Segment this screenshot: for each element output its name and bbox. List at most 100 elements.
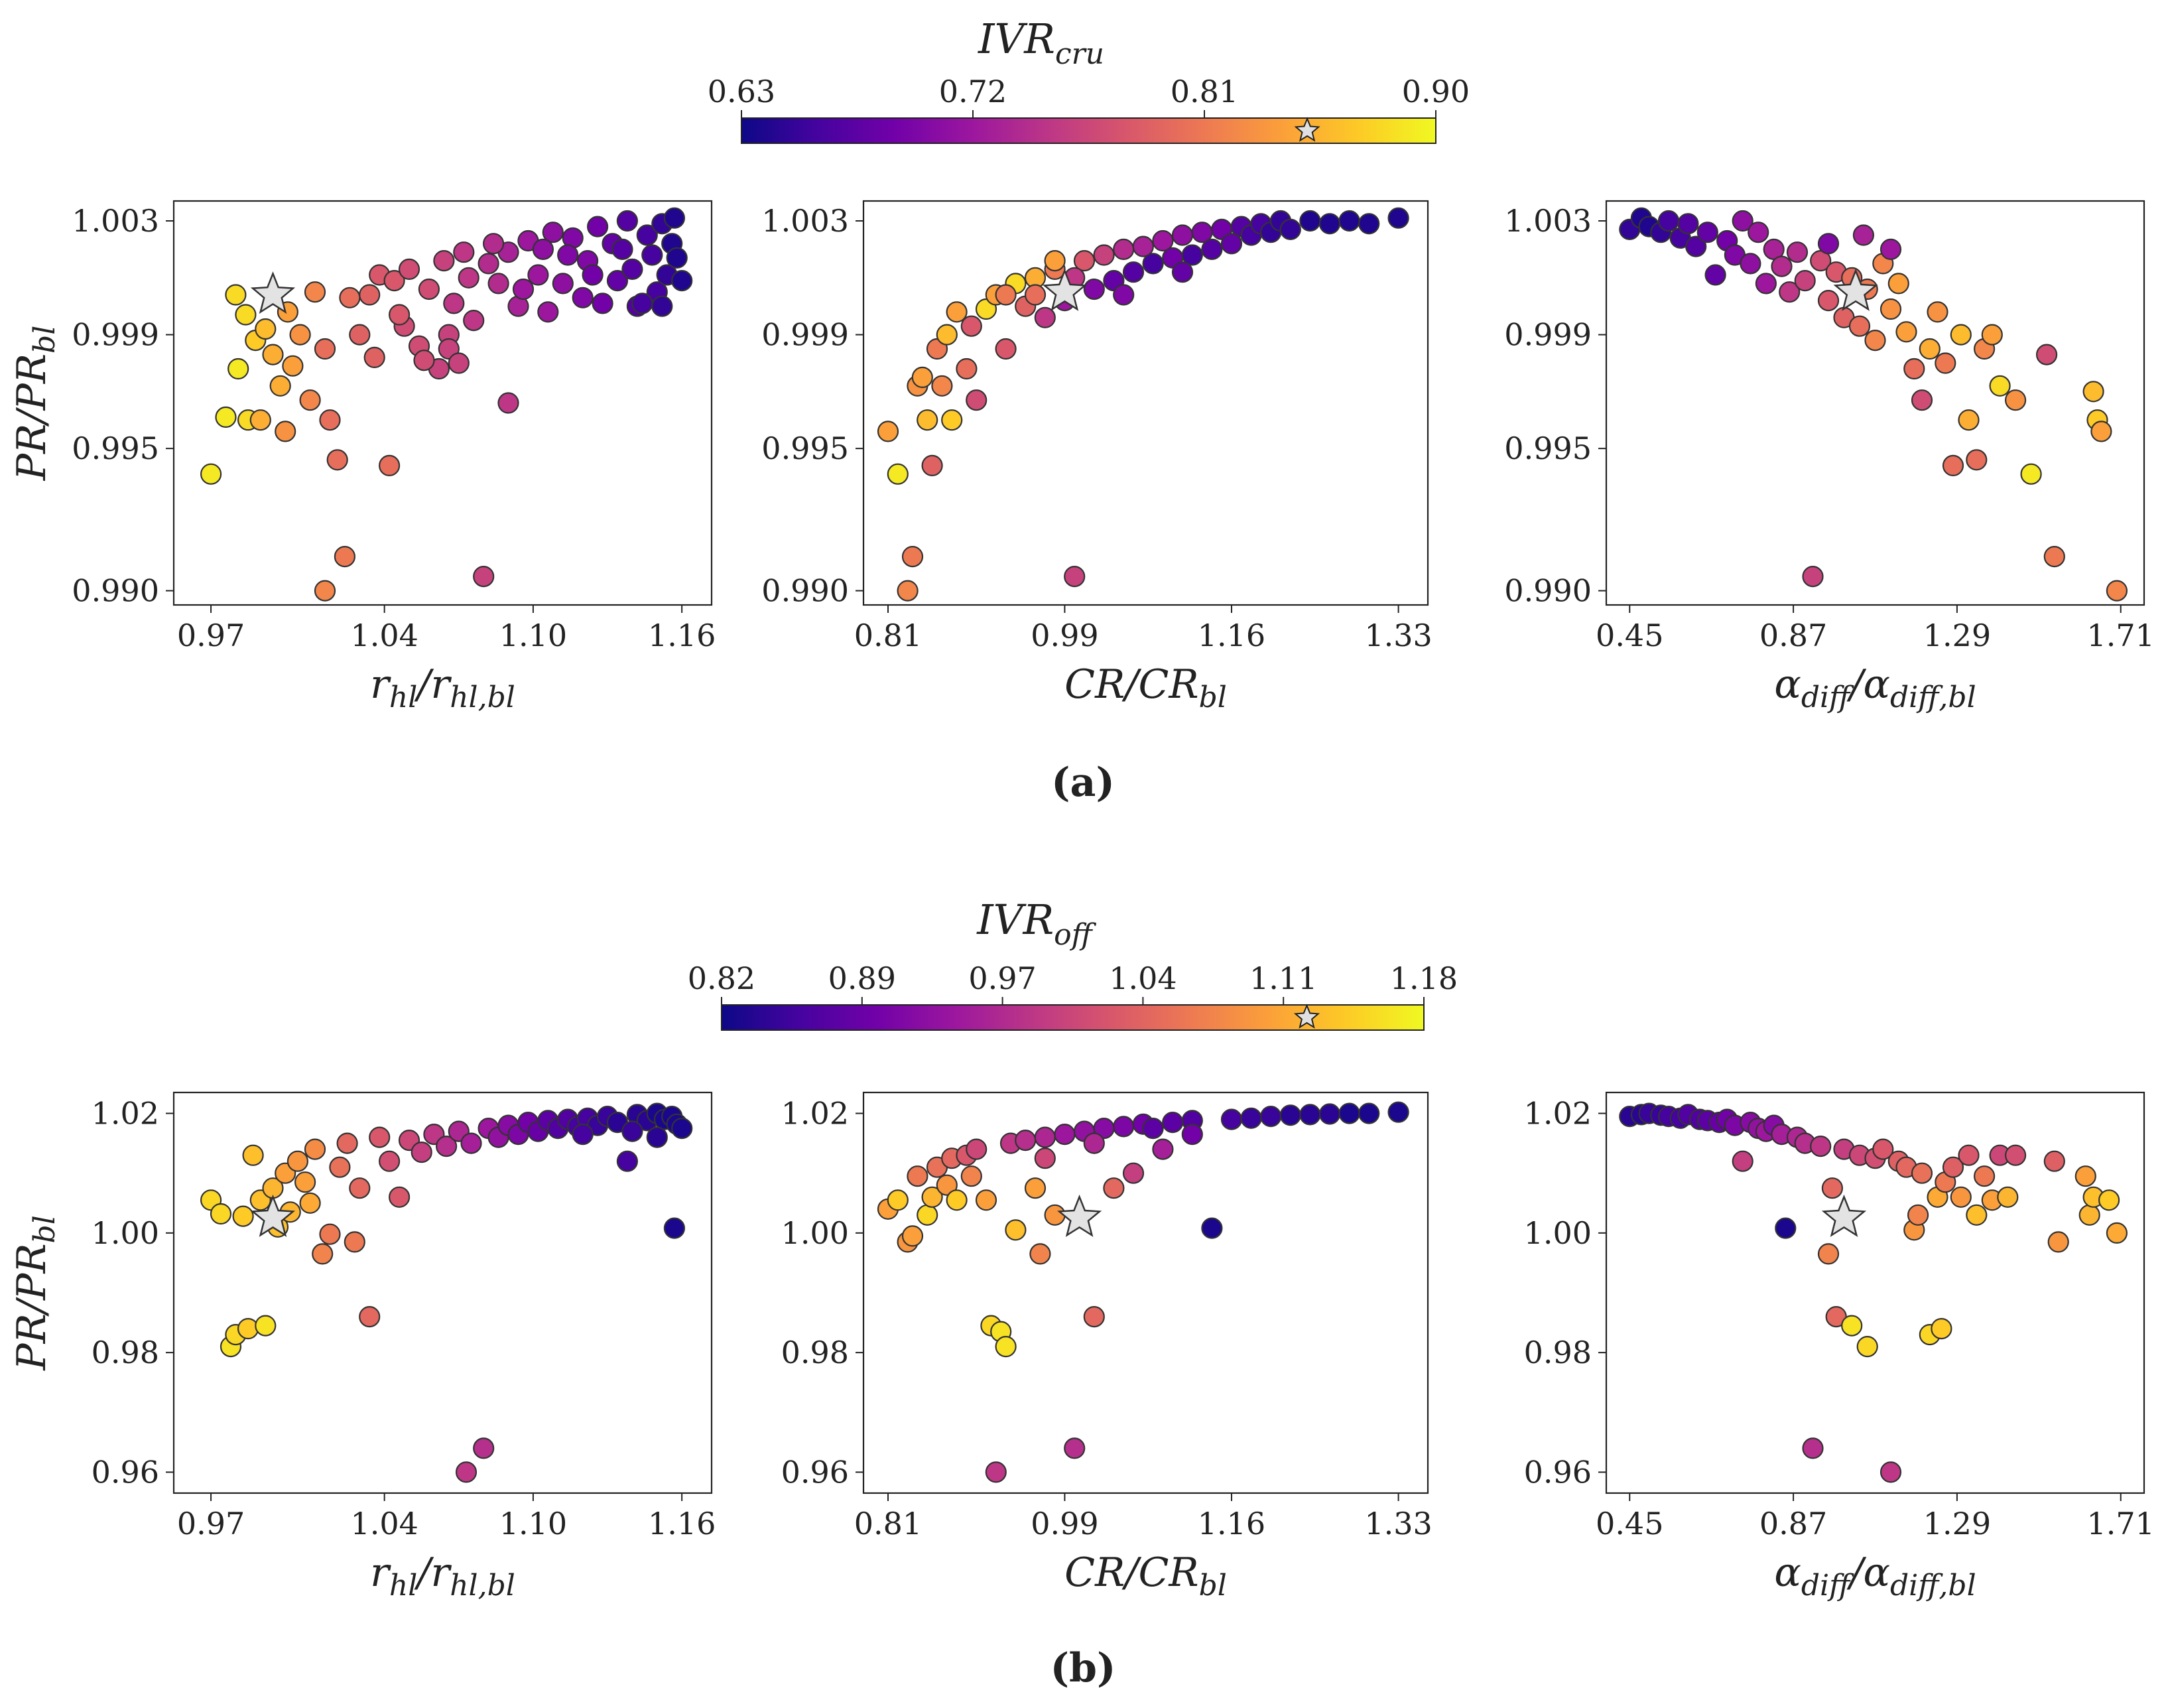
scatter-point <box>448 352 470 374</box>
x-tick-label: 0.45 <box>1596 618 1663 653</box>
y-tick-label: 0.96 <box>781 1454 849 1490</box>
scatter-point <box>1919 338 1941 360</box>
y-axis-label-part: PR/PR <box>9 354 55 481</box>
scatter-point <box>995 338 1017 360</box>
scatter-point <box>537 301 559 323</box>
scatter-point <box>255 1315 277 1337</box>
x-axis-label-part: CR/CR <box>1064 661 1198 708</box>
scatter-point <box>1887 273 1909 295</box>
scatter-point <box>2074 1165 2096 1187</box>
scatter-point <box>388 1186 411 1208</box>
scatter-point <box>936 324 958 346</box>
scatter-point <box>344 1231 365 1253</box>
scatter-point <box>349 1177 371 1199</box>
scatter-point <box>1113 1116 1135 1138</box>
baseline-star-marker <box>1056 1194 1102 1237</box>
scatter-point <box>1024 1177 1047 1199</box>
scatter-point <box>249 409 271 431</box>
x-tick-label: 0.81 <box>854 618 922 653</box>
scatter-point <box>1015 1129 1037 1151</box>
x-tick-label: 0.45 <box>1596 1506 1663 1542</box>
scatter-panel-a-2: 0.81 0.99 1.16 1.33 1.003 0.999 0.995 0.990 CR/C… <box>761 200 1433 714</box>
y-axis-label-part: PR/PR <box>9 1243 55 1370</box>
colorbar-tick-label: 0.63 <box>708 74 775 109</box>
colorbar-title-ivr-cru: IVRcru <box>978 15 1104 71</box>
scatter-point <box>1966 1204 1988 1226</box>
scatter-point <box>512 278 535 300</box>
x-axis-label-part: diff,bl <box>1890 681 1976 714</box>
colorbar-tick-label: 0.81 <box>1171 74 1238 109</box>
colorbar-tick-label: 0.97 <box>968 960 1036 996</box>
x-tick-label: 0.97 <box>177 1506 245 1542</box>
x-axis-label: rhl/rhl,bl <box>370 661 515 714</box>
scatter-point <box>1748 222 1769 243</box>
scatter-point <box>369 1126 391 1148</box>
scatter-point <box>1740 253 1761 275</box>
scatter-point <box>1024 284 1047 306</box>
y-tick-label: 0.990 <box>761 573 849 609</box>
scatter-point <box>497 392 519 414</box>
scatter-point <box>917 409 938 431</box>
colorbar-tick-label: 1.04 <box>1109 960 1177 996</box>
scatter-point <box>443 293 465 314</box>
scatter-point <box>1132 235 1154 257</box>
scatter-point <box>1817 290 1840 312</box>
scatter-point <box>1775 1217 1797 1239</box>
scatter-point <box>636 224 658 246</box>
scatter-points <box>200 1102 693 1483</box>
scatter-point <box>1872 1138 1894 1160</box>
scatter-point <box>616 210 639 232</box>
scatter-point <box>1958 409 1980 431</box>
scatter-point <box>215 406 237 428</box>
scatter-point <box>921 1186 943 1208</box>
x-axis-label-part: α <box>1774 661 1801 708</box>
scatter-point <box>907 1165 928 1187</box>
y-tick-label: 1.00 <box>92 1215 159 1251</box>
y-tick-label: 0.995 <box>72 430 159 466</box>
scatter-point <box>1997 1186 2019 1208</box>
y-tick-label: 0.995 <box>1504 430 1592 466</box>
baseline-star-marker <box>1821 1194 1867 1237</box>
scatter-point <box>877 421 899 442</box>
scatter-point <box>1911 389 1933 411</box>
y-tick-label: 0.999 <box>761 317 849 353</box>
scatter-point <box>911 366 933 389</box>
scatter-point <box>255 318 277 340</box>
x-axis-label-part: diff,bl <box>1890 1569 1976 1603</box>
scatter-point <box>1696 222 1718 243</box>
baseline-star-marker <box>1042 268 1088 311</box>
scatter-point <box>646 1126 668 1148</box>
scatter-point <box>586 216 609 237</box>
axes-frame <box>862 200 1429 606</box>
scatter-point <box>378 454 401 477</box>
scatter-point <box>1034 1148 1056 1169</box>
scatter-point <box>582 264 604 286</box>
x-tick-label: 1.04 <box>350 1506 418 1542</box>
y-tick-label: 0.990 <box>1504 573 1592 609</box>
scatter-point <box>460 1132 482 1154</box>
colorbar-star-marker <box>1294 117 1320 142</box>
y-tick-label: 1.003 <box>761 203 849 239</box>
scatter-point <box>1299 210 1321 232</box>
colorbar-tick-label: 1.18 <box>1390 960 1458 996</box>
scatter-point <box>455 1461 478 1483</box>
y-tick-label: 0.98 <box>781 1335 849 1370</box>
scatter-point <box>1260 1105 1282 1128</box>
y-axis-label: PR/PRbl <box>9 326 62 482</box>
scatter-point <box>359 1305 381 1328</box>
scatter-point <box>242 1144 264 1166</box>
y-tick-label: 1.02 <box>781 1096 849 1132</box>
scatter-point <box>671 1117 693 1140</box>
colorbar-star-marker <box>1293 1004 1320 1029</box>
scatter-point <box>592 293 613 314</box>
scatter-point <box>1318 213 1341 235</box>
scatter-point <box>1942 454 1964 477</box>
x-tick-label: 0.99 <box>1031 1506 1098 1542</box>
scatter-point <box>631 293 653 314</box>
scatter-point <box>1657 210 1680 232</box>
x-axis-label-part: α <box>1774 1549 1801 1596</box>
scatter-point <box>1152 1138 1174 1160</box>
scatter-point <box>946 1189 968 1211</box>
scatter-point <box>1821 1177 1843 1199</box>
